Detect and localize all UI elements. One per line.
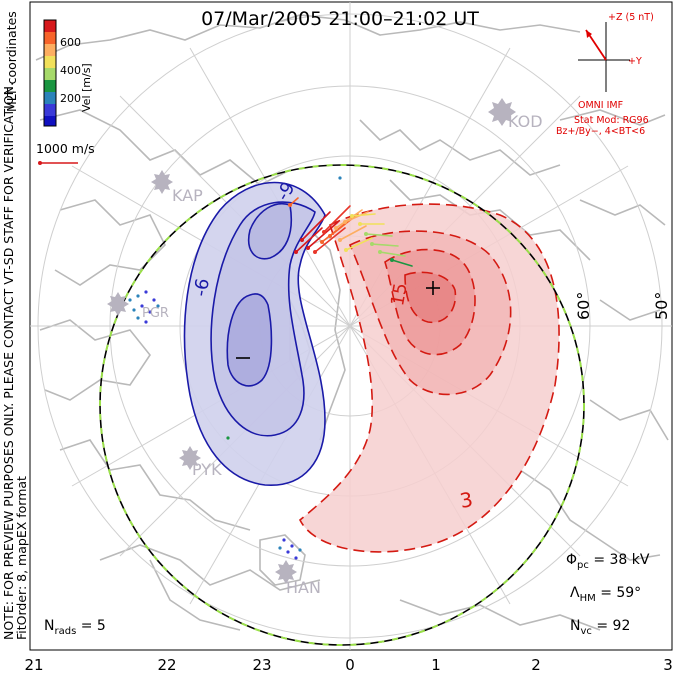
radar-label-kod: KOD bbox=[508, 112, 543, 131]
stat-lambda: ΛHM = 59° bbox=[570, 585, 641, 604]
stat-phi-value: = 38 kV bbox=[593, 552, 650, 568]
extrema bbox=[236, 281, 440, 359]
imf-source: OMNI IMF bbox=[578, 100, 624, 111]
radar-label-han: HAN bbox=[286, 578, 321, 597]
stat-lambda-symbol: Λ bbox=[570, 585, 580, 601]
velocity-scale-arrow bbox=[38, 161, 78, 165]
colorbar bbox=[43, 19, 57, 127]
radar-sites bbox=[107, 98, 516, 584]
mlt-tick-21: 21 bbox=[24, 656, 44, 674]
radar-label-kap: KAP bbox=[172, 186, 203, 205]
stat-nvc-symbol: N bbox=[570, 618, 581, 634]
mlt-tick-3: 3 bbox=[663, 656, 673, 674]
colorbar-label: Vel [m/s] bbox=[80, 63, 93, 112]
mlt-tick-2: 2 bbox=[531, 656, 541, 674]
radar-label-pyk: PYK bbox=[192, 460, 222, 479]
mlt-tick-0: 0 bbox=[345, 656, 355, 674]
mlt-tick-23: 23 bbox=[252, 656, 272, 674]
stat-nvc-value: = 92 bbox=[596, 618, 631, 634]
stat-phi-symbol: Φ bbox=[566, 552, 578, 568]
coord-label: MLT coordinates bbox=[4, 11, 19, 112]
preview-note-line2: FitOrder: 8, mapEX format bbox=[14, 476, 29, 640]
imf-bz-label: +Z (5 nT) bbox=[608, 12, 654, 23]
stat-nrads-symbol: N bbox=[44, 618, 55, 634]
lat-label-60: 60° bbox=[574, 291, 593, 320]
imf-stat-mod: Stat Mod: RG96 bbox=[574, 115, 649, 126]
velocity-scale-label: 1000 m/s bbox=[36, 141, 95, 156]
stat-lambda-sub: HM bbox=[579, 592, 596, 604]
imf-by-label: +Y bbox=[628, 56, 642, 67]
negative-potential-cell bbox=[183, 181, 326, 486]
stat-lambda-value: = 59° bbox=[600, 585, 642, 601]
colorbar-tick-200: 200 bbox=[60, 92, 81, 105]
contour-label-15: 15 bbox=[387, 281, 412, 308]
radar-label-pgr: PGR bbox=[142, 306, 169, 321]
positive-potential-cell bbox=[299, 203, 560, 553]
map-title: 07/Mar/2005 21:00–21:02 UT bbox=[201, 8, 479, 30]
imf-condition: Bz+/By−, 4<BT<6 bbox=[556, 126, 646, 137]
stat-nvc-sub: vc bbox=[580, 625, 592, 637]
imf-dial bbox=[578, 22, 630, 92]
mlt-tick-22: 22 bbox=[157, 656, 177, 674]
mlt-tick-1: 1 bbox=[431, 656, 441, 674]
contour-label-neg6: -6 bbox=[190, 276, 214, 299]
colorbar-tick-400: 400 bbox=[60, 64, 81, 77]
stat-phi: Φpc = 38 kV bbox=[566, 552, 649, 571]
preview-note: NOTE: FOR PREVIEW PURPOSES ONLY. PLEASE … bbox=[1, 82, 29, 640]
hm-boundary bbox=[99, 164, 585, 646]
stat-nrads-sub: rads bbox=[54, 625, 77, 637]
stat-nrads: Nrads = 5 bbox=[44, 618, 106, 637]
colorbar-tick-600: 600 bbox=[60, 36, 81, 49]
lat-label-50: 50° bbox=[652, 291, 671, 320]
stat-nrads-value: = 5 bbox=[80, 618, 106, 634]
stat-nvc: Nvc = 92 bbox=[570, 618, 630, 637]
stat-phi-sub: pc bbox=[577, 559, 589, 571]
velocity-vectors bbox=[128, 176, 413, 560]
